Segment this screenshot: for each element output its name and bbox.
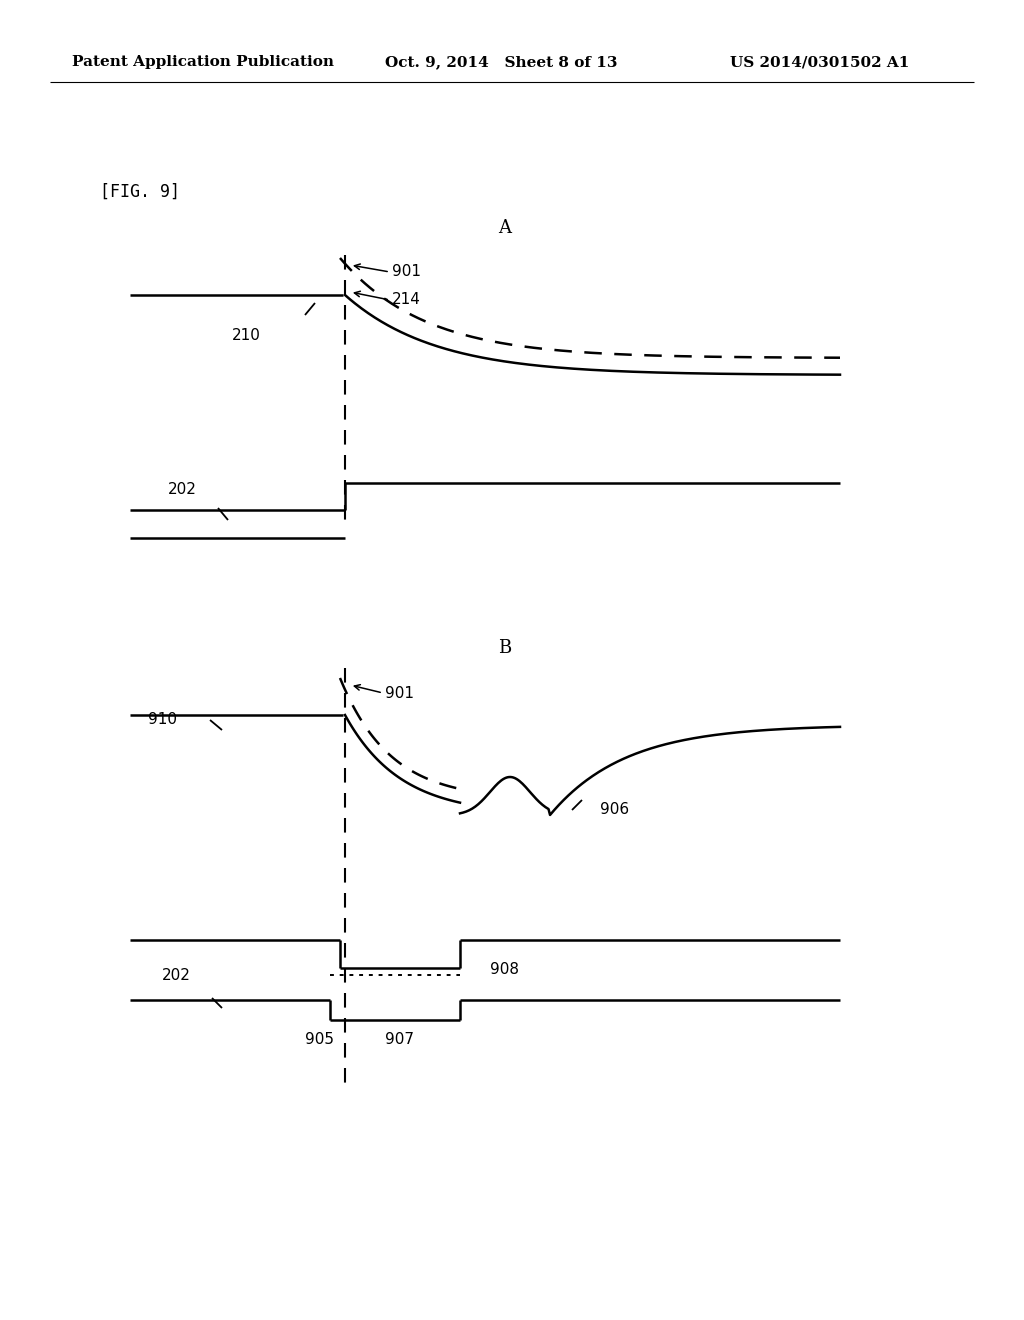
Text: 210: 210 <box>232 327 261 342</box>
Text: 908: 908 <box>490 962 519 978</box>
Text: B: B <box>499 639 512 657</box>
Text: 202: 202 <box>168 483 197 498</box>
Text: 910: 910 <box>148 713 177 727</box>
Text: A: A <box>499 219 512 238</box>
Text: Oct. 9, 2014   Sheet 8 of 13: Oct. 9, 2014 Sheet 8 of 13 <box>385 55 617 69</box>
Text: 907: 907 <box>385 1032 415 1048</box>
Text: [FIG. 9]: [FIG. 9] <box>100 183 180 201</box>
Text: 905: 905 <box>305 1032 335 1048</box>
Text: US 2014/0301502 A1: US 2014/0301502 A1 <box>730 55 909 69</box>
Text: 906: 906 <box>600 803 629 817</box>
Text: 901: 901 <box>392 264 421 280</box>
Text: 901: 901 <box>385 685 414 701</box>
Text: 214: 214 <box>392 293 421 308</box>
Text: Patent Application Publication: Patent Application Publication <box>72 55 334 69</box>
Text: 202: 202 <box>162 968 190 982</box>
